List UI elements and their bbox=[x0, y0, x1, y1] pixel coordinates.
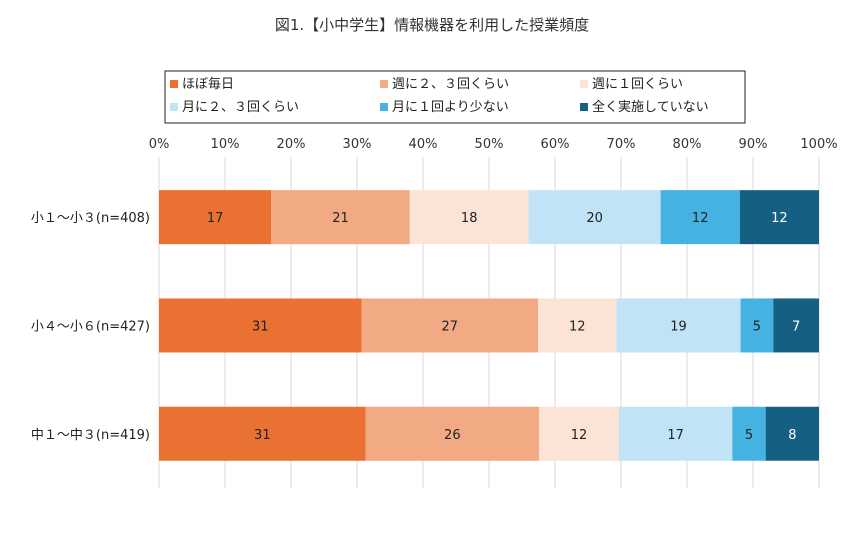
legend-item: 月に１回より少ない bbox=[380, 100, 509, 115]
bar-segment bbox=[365, 406, 539, 461]
legend-item: 全く実施していない bbox=[580, 99, 709, 115]
legend-swatch bbox=[380, 103, 388, 111]
bar-segment bbox=[409, 190, 529, 245]
category-labels: 小１～小３(n=408) 小４～小６(n=427) 中１～中３(n=419) bbox=[31, 211, 150, 443]
legend-label: ほぼ毎日 bbox=[182, 76, 234, 92]
x-tick-label: 10% bbox=[211, 137, 240, 152]
bar-segment bbox=[740, 298, 774, 353]
bar-segment bbox=[159, 298, 362, 353]
x-tick-label: 20% bbox=[277, 137, 306, 152]
data-label: 12 bbox=[571, 428, 588, 443]
bar-segment bbox=[660, 190, 740, 245]
bar-segment bbox=[538, 298, 617, 353]
legend-label: 週に１回くらい bbox=[592, 77, 683, 92]
data-label: 12 bbox=[771, 211, 788, 226]
bar-segment bbox=[528, 190, 661, 245]
legend-item: 週に１回くらい bbox=[580, 77, 683, 92]
data-label: 5 bbox=[753, 319, 761, 334]
data-label: 7 bbox=[792, 319, 800, 334]
legend-label: 週に２、３回くらい bbox=[392, 77, 509, 92]
data-label: 26 bbox=[444, 428, 461, 443]
data-label: 5 bbox=[745, 428, 753, 443]
legend-item: 週に２、３回くらい bbox=[380, 77, 509, 92]
data-label: 21 bbox=[332, 211, 349, 226]
x-tick-label: 60% bbox=[541, 137, 570, 152]
legend-swatch bbox=[580, 103, 588, 111]
x-tick-label: 50% bbox=[475, 137, 504, 152]
bar-segment bbox=[361, 298, 539, 353]
x-tick-label: 0% bbox=[149, 137, 170, 152]
bar-segment bbox=[739, 190, 819, 245]
bars: 17 21 18 20 12 12 31 27 12 19 5 7 31 26 12 17 5 8 bbox=[159, 190, 819, 461]
bar-segment bbox=[765, 406, 819, 461]
data-label: 19 bbox=[670, 319, 687, 334]
data-label: 17 bbox=[207, 211, 224, 226]
legend-frame bbox=[164, 70, 746, 124]
bar-segment bbox=[159, 406, 366, 461]
legend-label: 全く実施していない bbox=[592, 99, 709, 115]
x-tick-label: 80% bbox=[673, 137, 702, 152]
category-label: 中１～中３(n=419) bbox=[31, 428, 150, 443]
legend-swatch bbox=[170, 80, 178, 88]
bar-segment bbox=[773, 298, 819, 353]
legend-item: 月に２、３回くらい bbox=[170, 100, 299, 115]
bar-segment bbox=[271, 190, 410, 245]
x-tick-labels: 0% 10% 20% 30% 40% 50% 60% 70% 80% 90% 100% bbox=[149, 137, 838, 152]
data-label: 31 bbox=[252, 319, 269, 334]
x-tick-label: 100% bbox=[800, 137, 837, 152]
bar-segment bbox=[616, 298, 741, 353]
data-label: 27 bbox=[442, 319, 459, 334]
data-label: 20 bbox=[586, 211, 603, 226]
legend-label: 月に１回より少ない bbox=[392, 100, 509, 115]
data-label: 12 bbox=[692, 211, 709, 226]
x-tick-label: 70% bbox=[607, 137, 636, 152]
category-label: 小４～小６(n=427) bbox=[31, 319, 150, 334]
bar-segment bbox=[619, 406, 733, 461]
x-tick-label: 40% bbox=[409, 137, 438, 152]
legend-swatch bbox=[580, 80, 588, 88]
data-label: 31 bbox=[254, 428, 271, 443]
chart-title: 図1.【小中学生】情報機器を利用した授業頻度 bbox=[275, 16, 589, 34]
x-tick-label: 90% bbox=[739, 137, 768, 152]
legend-label: 月に２、３回くらい bbox=[182, 100, 299, 115]
data-label: 18 bbox=[461, 211, 478, 226]
data-label: 12 bbox=[569, 319, 586, 334]
legend-item: ほぼ毎日 bbox=[170, 76, 234, 92]
bar-segment bbox=[539, 406, 619, 461]
bar-segment bbox=[159, 190, 272, 245]
data-label: 8 bbox=[788, 428, 796, 443]
category-label: 小１～小３(n=408) bbox=[31, 211, 150, 226]
data-label: 17 bbox=[667, 428, 684, 443]
legend-swatch bbox=[380, 80, 388, 88]
bar-segment bbox=[732, 406, 766, 461]
x-tick-label: 30% bbox=[343, 137, 372, 152]
legend-swatch bbox=[170, 103, 178, 111]
